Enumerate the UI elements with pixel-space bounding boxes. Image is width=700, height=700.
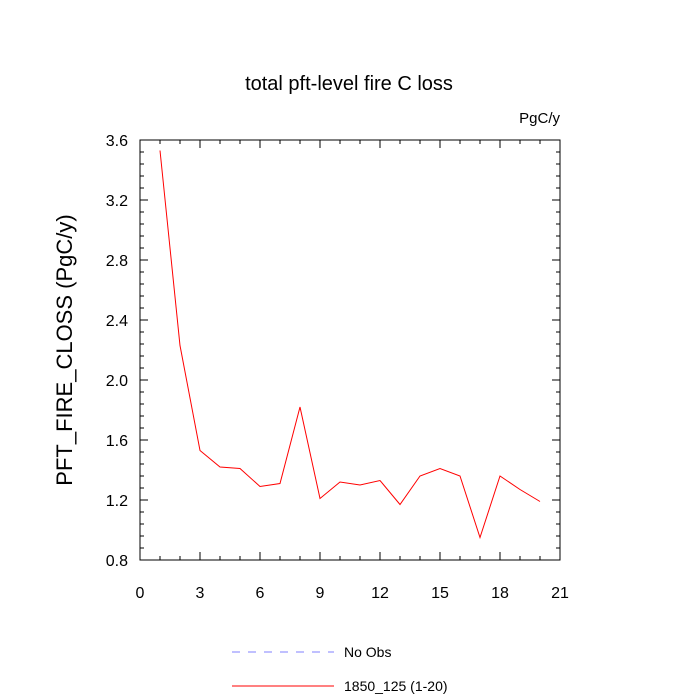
y-tick-label: 2.8 xyxy=(106,253,128,270)
x-tick-label: 21 xyxy=(551,585,569,602)
y-tick-label: 1.2 xyxy=(106,493,128,510)
y-tick-label: 1.6 xyxy=(106,433,128,450)
series-lines xyxy=(159,150,541,540)
x-tick-label: 6 xyxy=(256,585,265,602)
chart-title: total pft-level fire C loss xyxy=(245,73,453,95)
axis-tick-labels: 0 3 6 9 12 15 18 21 0.8 1.2 1.6 2.0 2.4 2.8 3.2 3.6 xyxy=(106,133,569,602)
x-tick-label: 18 xyxy=(491,585,509,602)
units-label: PgC/y xyxy=(519,110,560,127)
legend-label: No Obs xyxy=(344,644,391,660)
y-tick-label: 3.2 xyxy=(106,193,128,210)
plot-frame xyxy=(139,139,561,561)
y-tick-label: 2.0 xyxy=(106,373,128,390)
y-axis-label: PFT_FIRE_CLOSS (PgC/y) xyxy=(52,214,77,485)
series-line xyxy=(159,150,541,540)
x-tick-label: 0 xyxy=(136,585,145,602)
x-tick-label: 3 xyxy=(196,585,205,602)
x-tick-label: 15 xyxy=(431,585,449,602)
x-tick-label: 9 xyxy=(316,585,325,602)
x-tick-label: 12 xyxy=(371,585,389,602)
legend: No Obs 1850_125 (1-20) xyxy=(232,644,448,694)
y-tick-label: 3.6 xyxy=(106,133,128,150)
y-tick-label: 0.8 xyxy=(106,553,128,570)
legend-label: 1850_125 (1-20) xyxy=(344,678,448,694)
axis-ticks xyxy=(139,139,561,561)
y-tick-label: 2.4 xyxy=(106,313,128,330)
